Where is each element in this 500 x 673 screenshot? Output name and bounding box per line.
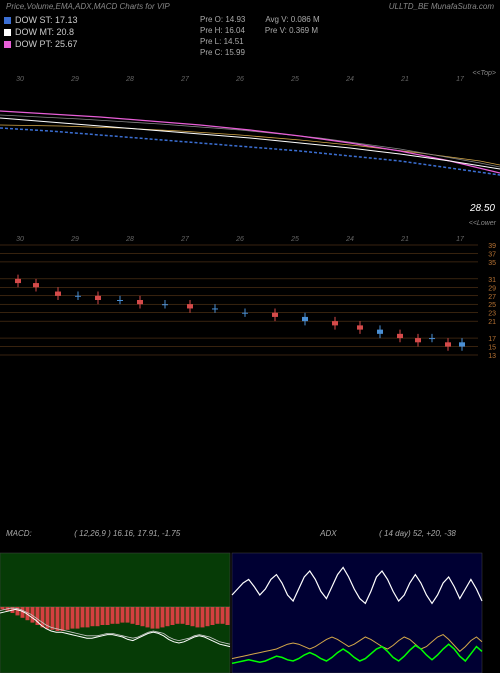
macd-params: ( 12,26,9 ) 16.16, 17.91, -1.75 [74,529,180,538]
svg-text:21: 21 [488,319,496,326]
svg-text:23: 23 [488,311,496,318]
svg-text:17: 17 [488,336,496,343]
svg-text:29: 29 [488,285,496,292]
legend-mt: DOW MT: 20.8 [4,26,78,38]
svg-text:27: 27 [488,294,496,301]
stat-prev: Pre V: 0.369 M [265,25,318,36]
svg-text:27: 27 [180,76,190,83]
adx-label: ADX [320,529,336,538]
svg-text:24: 24 [345,236,354,243]
legend-mt-label: DOW MT: 20.8 [15,26,74,38]
svg-text:15: 15 [488,345,496,352]
chart-canvas: 30292827262524211728.5039373531292725232… [0,13,500,673]
svg-text:30: 30 [16,236,24,243]
top-label: <<Top> [472,70,496,77]
svg-text:37: 37 [488,251,496,258]
svg-text:13: 13 [488,353,496,360]
svg-text:35: 35 [488,260,496,267]
stat-c: Pre C: 15.99 [200,47,245,58]
stat-avgv: Avg V: 0.086 M [265,14,319,25]
svg-text:17: 17 [456,236,465,243]
svg-text:24: 24 [345,76,354,83]
macd-label: MACD: [6,529,32,538]
svg-text:26: 26 [235,76,244,83]
svg-text:21: 21 [400,76,409,83]
svg-text:28: 28 [125,76,134,83]
macd-header: MACD: ( 12,26,9 ) 16.16, 17.91, -1.75 [6,528,180,538]
indicator-labels: MACD: ( 12,26,9 ) 16.16, 17.91, -1.75 AD… [6,528,456,538]
svg-text:25: 25 [488,302,496,309]
legend: DOW ST: 17.13 DOW MT: 20.8 DOW PT: 25.67 [4,14,78,50]
legend-st: DOW ST: 17.13 [4,14,78,26]
legend-st-label: DOW ST: 17.13 [15,14,78,26]
svg-text:21: 21 [400,236,409,243]
stat-h: Pre H: 16.04 [200,25,245,36]
legend-pt-label: DOW PT: 25.67 [15,38,78,50]
adx-params: ( 14 day) 52, +20, -38 [379,529,456,538]
svg-text:29: 29 [70,236,79,243]
header-left: Price,Volume,EMA,ADX,MACD Charts for VIP [6,2,170,11]
svg-text:29: 29 [70,76,79,83]
stat-o: Pre O: 14.93 [200,14,245,25]
svg-text:28.50: 28.50 [469,203,495,214]
stat-l: Pre L: 14.51 [200,36,244,47]
svg-text:26: 26 [235,236,244,243]
legend-pt: DOW PT: 25.67 [4,38,78,50]
legend-st-swatch [4,17,11,24]
svg-text:25: 25 [290,236,299,243]
svg-text:27: 27 [180,236,190,243]
svg-text:25: 25 [290,76,299,83]
svg-text:30: 30 [16,76,24,83]
adx-header: ADX ( 14 day) 52, +20, -38 [320,528,456,538]
svg-text:31: 31 [488,277,496,284]
legend-pt-swatch [4,41,11,48]
header-right: ULLTD_BE MunafaSutra.com [389,2,494,11]
stats-block: Pre O: 14.93Avg V: 0.086 M Pre H: 16.04P… [200,14,320,58]
svg-text:39: 39 [488,243,496,250]
svg-text:17: 17 [456,76,465,83]
svg-text:28: 28 [125,236,134,243]
chart-header: Price,Volume,EMA,ADX,MACD Charts for VIP… [0,0,500,13]
legend-mt-swatch [4,29,11,36]
lower-label: <<Lower [469,220,496,227]
